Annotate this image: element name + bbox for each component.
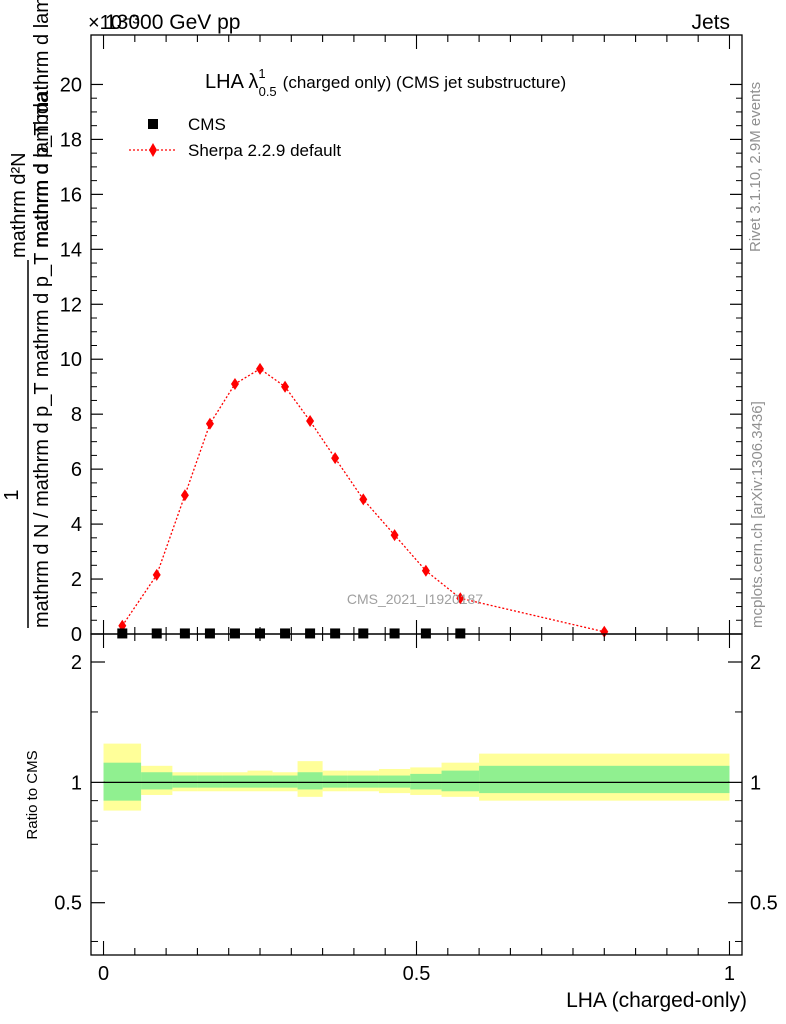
mcplots-label: mcplots.cern.ch [arXiv:1306.3436] bbox=[749, 401, 766, 628]
ratio-inner-band bbox=[347, 775, 379, 788]
ratio-y-tick-label-right: 0.5 bbox=[750, 893, 778, 915]
plot-title-rest: (charged only) (CMS jet substructure) bbox=[283, 73, 566, 92]
ratio-y-tick-label: 2 bbox=[71, 652, 82, 674]
plot-title-sub: 0.5 bbox=[259, 84, 277, 99]
ratio-inner-band bbox=[103, 762, 142, 801]
y-tick-label: 14 bbox=[60, 239, 82, 261]
plot-title-main: LHA λ bbox=[205, 71, 258, 93]
ratio-inner-band bbox=[297, 772, 323, 790]
ratio-inner-band bbox=[247, 775, 273, 788]
mc-point bbox=[205, 417, 214, 430]
plot-title: LHA λ1 0.5 (charged only) (CMS jet substru… bbox=[205, 66, 566, 99]
ratio-y-axis: 0.5 0.5 1 1 2 2 bbox=[54, 652, 778, 942]
y-tick-label: 10 bbox=[60, 349, 82, 371]
rivet-version-label: Rivet 3.1.10, 2.9M events bbox=[747, 82, 764, 252]
ratio-y-axis-label: Ratio to CMS bbox=[24, 750, 41, 839]
x-tick-label: 1 bbox=[724, 963, 735, 985]
ratio-plot-panel: 0.5 0.51 12 2 0 0.5 1 bbox=[54, 633, 778, 985]
ratio-y-tick-label: 1 bbox=[71, 772, 82, 794]
y-tick-label: 16 bbox=[60, 184, 82, 206]
legend-mc-marker bbox=[149, 143, 157, 157]
plot-title-sup: 1 bbox=[258, 66, 265, 81]
legend-mc-label: Sherpa 2.2.9 default bbox=[188, 141, 341, 160]
y-tick-label: 8 bbox=[71, 404, 82, 426]
main-y-axis-label: mathrm d²N mathrm d p_T mathrm d lambda … bbox=[1, 0, 53, 628]
header-process-label: Jets bbox=[691, 11, 730, 34]
y-tick-label: 6 bbox=[71, 459, 82, 481]
y-label-top: mathrm d²N bbox=[8, 152, 30, 258]
legend: CMS Sherpa 2.2.9 default bbox=[129, 115, 341, 160]
y-tick-label: 2 bbox=[71, 569, 82, 591]
mc-point bbox=[281, 380, 290, 393]
mc-point bbox=[600, 625, 609, 638]
ratio-inner-band bbox=[141, 772, 173, 790]
legend-cms-label: CMS bbox=[188, 115, 226, 134]
y-label-one: 1 bbox=[1, 489, 23, 500]
ratio-inner-band bbox=[479, 765, 730, 794]
ratio-inner-band bbox=[222, 775, 248, 788]
x-tick-label: 0.5 bbox=[403, 963, 431, 985]
y-tick-label: 0 bbox=[71, 624, 82, 646]
mc-point bbox=[421, 564, 430, 577]
y-tick-label: 4 bbox=[71, 514, 82, 536]
ratio-inner-band bbox=[322, 775, 348, 788]
mc-point bbox=[390, 529, 399, 542]
y-label-top-den: mathrm d p_T mathrm d lambda bbox=[31, 0, 53, 248]
main-x-axis-ticks bbox=[102, 35, 731, 634]
x-axis-label: LHA (charged-only) bbox=[566, 989, 747, 1012]
main-plot-panel: 0 2 4 6 8 10 12 14 16 18 20 LHA λ1 0.5 (charged only… bbox=[60, 34, 743, 646]
y-tick-label: 20 bbox=[60, 74, 82, 96]
y-label-bottom: mathrm d N / mathrm d p_T mathrm d p_T m… bbox=[31, 91, 53, 628]
ratio-y-tick-label: 0.5 bbox=[54, 893, 82, 915]
ratio-inner-band bbox=[441, 770, 480, 792]
ratio-uncertainty-bands bbox=[103, 743, 730, 811]
mc-line bbox=[121, 368, 605, 633]
ratio-inner-band bbox=[410, 773, 442, 790]
ratio-inner-band bbox=[272, 775, 298, 788]
mc-point bbox=[230, 377, 239, 390]
x-tick-label: 0 bbox=[98, 963, 109, 985]
ratio-y-tick-label-right: 1 bbox=[750, 772, 761, 794]
y-tick-label: 18 bbox=[60, 129, 82, 151]
ratio-inner-band bbox=[197, 775, 223, 788]
mc-point bbox=[359, 493, 368, 506]
main-y-axis: 0 2 4 6 8 10 12 14 16 18 20 bbox=[60, 74, 742, 646]
mc-point bbox=[306, 415, 315, 428]
header-exponent-label: ×10⁻³ bbox=[88, 12, 139, 34]
header-energy-label: 13000 GeV pp bbox=[105, 11, 240, 34]
ratio-x-axis: 0 0.5 1 bbox=[98, 634, 735, 985]
mc-point bbox=[256, 362, 265, 375]
mc-point bbox=[456, 592, 465, 605]
mc-point bbox=[180, 489, 189, 502]
ratio-y-tick-label-right: 2 bbox=[750, 652, 761, 674]
watermark: CMS_2021_I1920187 bbox=[347, 591, 483, 607]
legend-cms-marker bbox=[148, 119, 158, 129]
ratio-inner-band bbox=[378, 775, 411, 788]
y-tick-label: 12 bbox=[60, 294, 82, 316]
ratio-inner-band bbox=[172, 775, 198, 788]
mc-point bbox=[152, 568, 161, 581]
mc-point bbox=[331, 452, 340, 465]
